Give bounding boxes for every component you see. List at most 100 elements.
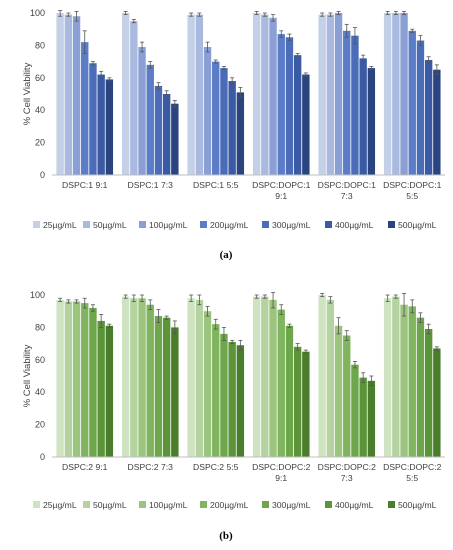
legend-label: 25µg/mL — [43, 220, 77, 230]
panel-label: (a) — [220, 249, 233, 261]
bar — [89, 63, 97, 175]
bar — [252, 13, 261, 175]
legend-label: 500µg/mL — [398, 500, 437, 510]
bar — [195, 299, 204, 457]
legend-swatch — [325, 501, 332, 508]
legend-label: 200µg/mL — [210, 500, 249, 510]
legend-swatch — [325, 221, 332, 228]
bar — [326, 14, 335, 176]
y-tick-label: 80 — [35, 322, 45, 332]
bar — [400, 13, 408, 175]
bar — [343, 335, 351, 457]
bar — [293, 55, 302, 176]
legend-label: 25µg/mL — [43, 500, 77, 510]
bar — [400, 304, 408, 457]
chart-panel-b: 0 20 40 60 80 100 % Cell Viability DSPC:2 9:1 DS… — [22, 290, 445, 542]
x-category-label: DSPC:DOPC:1 — [383, 180, 441, 190]
x-category-label: DSPC:2 9:1 — [62, 462, 108, 472]
bar — [130, 21, 138, 175]
y-tick-label: 60 — [35, 355, 45, 365]
bar — [408, 30, 416, 175]
bar — [64, 301, 73, 457]
legend-label: 500µg/mL — [398, 220, 437, 230]
bar — [72, 16, 81, 175]
y-tick-label: 100 — [30, 8, 45, 18]
bar — [212, 61, 220, 175]
legend-label: 300µg/mL — [272, 500, 311, 510]
x-category-label: 9:1 — [275, 191, 287, 201]
legend-label: 300µg/mL — [272, 220, 311, 230]
x-category-label: 5:5 — [406, 473, 418, 483]
bar — [89, 307, 97, 457]
bar — [72, 301, 81, 457]
x-category-label: 9:1 — [275, 473, 287, 483]
legend-label: 400µg/mL — [335, 220, 374, 230]
y-tick-label: 80 — [35, 40, 45, 50]
bar — [162, 94, 171, 175]
bar — [261, 14, 269, 176]
bar — [318, 295, 326, 457]
bar — [408, 306, 416, 457]
legend-label: 200µg/mL — [210, 220, 249, 230]
bar — [285, 325, 294, 457]
bar — [228, 341, 236, 457]
bar — [81, 42, 89, 175]
bar — [203, 311, 212, 457]
bar — [138, 298, 146, 457]
legend-swatch — [83, 221, 90, 228]
bar — [195, 14, 204, 176]
legend-swatch — [83, 501, 90, 508]
bar — [334, 325, 343, 457]
bar — [416, 40, 425, 175]
x-category-label: DSPC:DOPC:1 — [252, 180, 310, 190]
bar — [318, 14, 326, 176]
y-tick-label: 100 — [30, 290, 45, 300]
legend-label: 100µg/mL — [149, 500, 188, 510]
x-category-label: 7:3 — [341, 473, 353, 483]
bar — [203, 47, 212, 175]
bar — [81, 303, 89, 457]
bar — [416, 317, 425, 457]
bar — [269, 299, 277, 457]
bar — [121, 296, 130, 457]
bar — [351, 35, 359, 176]
bar — [56, 13, 64, 175]
bar — [130, 298, 138, 457]
legend-swatch — [200, 221, 207, 228]
y-axis-title: % Cell Viability — [22, 344, 33, 407]
bar — [285, 37, 294, 175]
legend-swatch — [388, 501, 395, 508]
bar — [171, 327, 179, 457]
bar — [154, 316, 163, 457]
y-axis-title: % Cell Viability — [22, 62, 33, 125]
bar — [351, 364, 359, 457]
bar — [293, 346, 302, 457]
x-category-label: DSPC:1 7:3 — [128, 180, 174, 190]
bar — [359, 377, 367, 457]
bar — [302, 351, 310, 457]
bar — [392, 296, 400, 457]
legend-label: 400µg/mL — [335, 500, 374, 510]
bar — [146, 64, 154, 175]
legend-label: 100µg/mL — [149, 220, 188, 230]
x-category-label: DSPC:1 5:5 — [193, 180, 239, 190]
bar — [97, 74, 105, 175]
legend-label: 50µg/mL — [93, 220, 127, 230]
legend-swatch — [388, 221, 395, 228]
legend-label: 50µg/mL — [93, 500, 127, 510]
bar — [121, 13, 130, 175]
bar — [277, 34, 285, 176]
legend-swatch — [139, 221, 146, 228]
bar — [424, 59, 433, 176]
x-category-label: DSPC:DOPC:2 — [252, 462, 310, 472]
bar — [383, 13, 392, 175]
bar — [367, 68, 376, 175]
bar — [228, 81, 236, 175]
y-tick-label: 40 — [35, 105, 45, 115]
bar — [326, 299, 335, 457]
y-tick-label: 60 — [35, 73, 45, 83]
y-tick-label: 0 — [40, 170, 45, 180]
bar — [334, 13, 343, 175]
legend-swatch — [200, 501, 207, 508]
